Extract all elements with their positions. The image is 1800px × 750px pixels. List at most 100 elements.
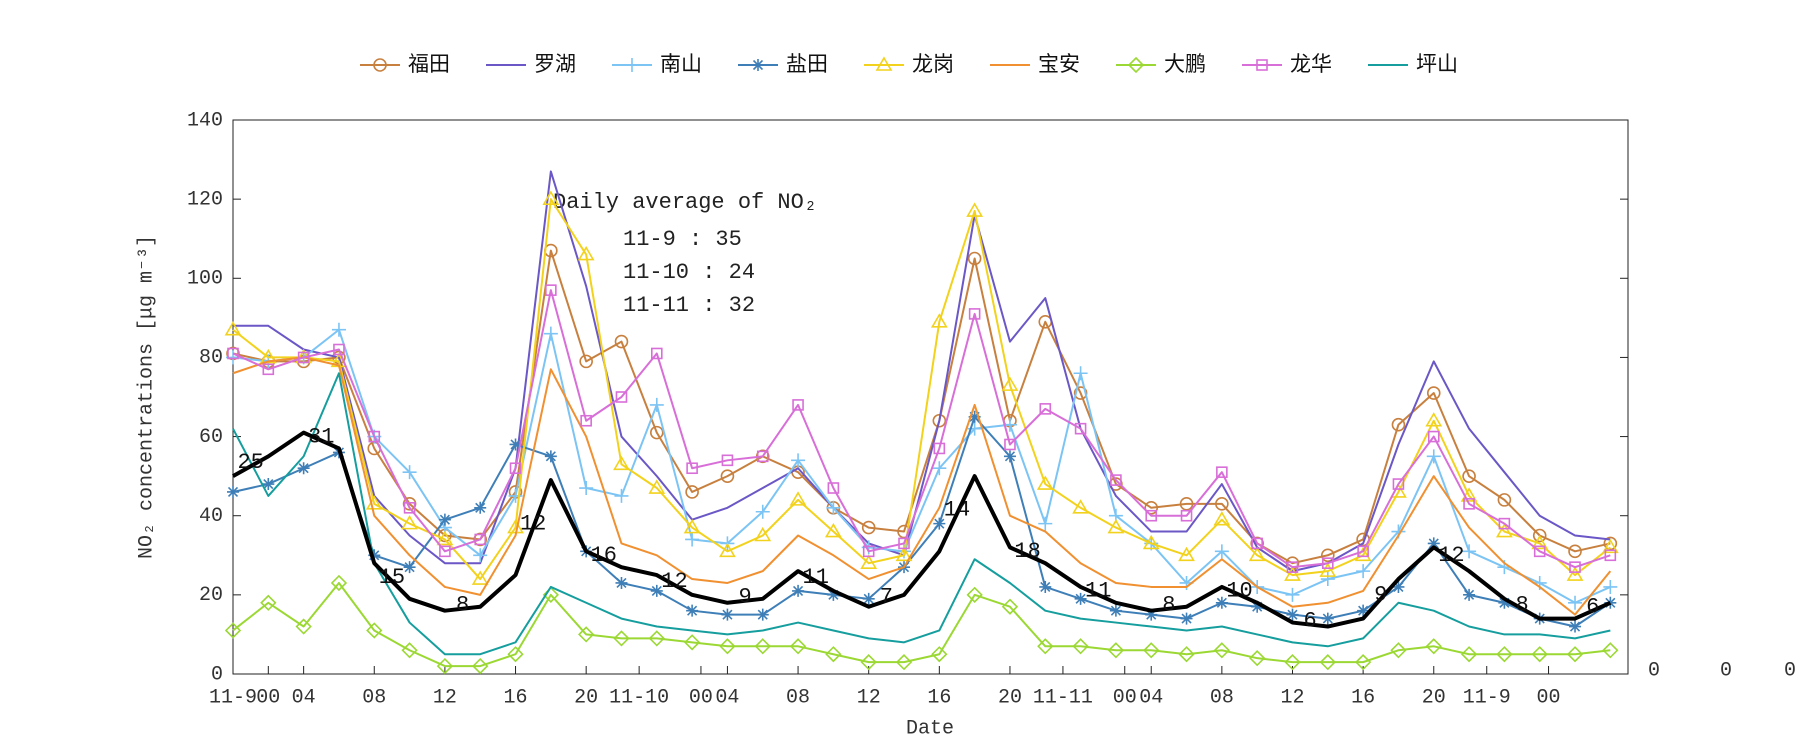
marker [686, 462, 698, 475]
legend-item: 盐田 [738, 52, 828, 76]
legend-item: 宝安 [990, 52, 1080, 76]
marker [1107, 642, 1125, 659]
marker [1460, 487, 1478, 502]
series-line [232, 581, 1611, 668]
x-tick-label: 00 [1537, 686, 1561, 709]
marker [720, 469, 735, 483]
marker [1039, 580, 1052, 593]
x-tick-label: 20 [998, 686, 1022, 709]
marker [577, 245, 595, 261]
average-label: 15 [379, 565, 405, 590]
marker [1569, 561, 1581, 573]
marker [1531, 646, 1548, 663]
series-line [232, 198, 1611, 581]
marker [1319, 562, 1337, 577]
marker [1109, 604, 1122, 617]
marker [1036, 475, 1054, 490]
marker [933, 442, 946, 455]
legend-label: 坪山 [1416, 52, 1458, 76]
marker [1178, 646, 1195, 663]
x-tick-label: 08 [362, 686, 386, 709]
marker [580, 414, 592, 427]
marker [1039, 403, 1052, 415]
marker [1037, 638, 1054, 655]
average-label: 6 [1304, 608, 1317, 633]
marker [1463, 588, 1476, 601]
series-line [232, 289, 1611, 569]
marker [860, 653, 877, 671]
marker [824, 522, 842, 538]
average-label: 9 [1374, 583, 1387, 608]
marker [401, 515, 418, 530]
marker [721, 608, 734, 621]
average-label: 12 [1438, 543, 1464, 568]
annotation: 11-11 : 32 [623, 293, 755, 318]
marker [1601, 538, 1619, 554]
marker [1602, 642, 1619, 659]
marker [754, 526, 772, 542]
legend-item: 南山 [612, 52, 702, 76]
marker [789, 491, 807, 506]
marker [756, 450, 769, 463]
marker [860, 554, 878, 569]
marker [968, 308, 981, 320]
marker [792, 399, 804, 411]
marker [1391, 417, 1406, 432]
average-line [232, 430, 1612, 629]
marker [1357, 604, 1370, 617]
marker [331, 322, 346, 337]
series-line [232, 328, 1611, 604]
marker [898, 537, 910, 550]
x-tick-label: 00 [256, 686, 280, 709]
series-line [232, 249, 1611, 565]
legend-label: 福田 [408, 52, 450, 76]
marker [650, 347, 663, 360]
legend-label: 龙华 [1290, 52, 1332, 76]
marker [1180, 509, 1193, 522]
marker [579, 481, 594, 496]
marker [613, 630, 630, 647]
marker [895, 653, 913, 671]
average-label: 7 [880, 585, 893, 610]
x-tick-label: 12 [433, 686, 457, 709]
y-tick-label: 120 [187, 188, 223, 211]
series-line [233, 170, 1611, 573]
marker [1463, 498, 1475, 510]
legend-label: 南山 [660, 52, 702, 76]
x-tick-label: 04 [292, 686, 316, 709]
marker [295, 618, 312, 635]
marker [1072, 499, 1089, 514]
marker [1073, 366, 1088, 381]
y-axis-label: NO₂ concentrations [μg m⁻³] [135, 235, 158, 559]
marker [1566, 646, 1584, 663]
marker [509, 438, 522, 451]
x-tick-label: 20 [574, 686, 598, 709]
marker [1038, 516, 1053, 531]
marker [650, 584, 663, 597]
marker [933, 517, 946, 530]
y-tick-label: 100 [187, 268, 223, 291]
average-label: 16 [591, 543, 617, 568]
marker [474, 533, 487, 546]
marker [791, 453, 806, 468]
legend-label: 盐田 [786, 52, 828, 76]
overflow-label: 0 [1648, 659, 1660, 682]
x-tick-label: 08 [1210, 686, 1234, 709]
marker [1127, 56, 1145, 74]
marker [932, 461, 947, 476]
marker [968, 410, 981, 423]
average-label: 8 [456, 593, 469, 618]
marker [932, 413, 947, 428]
marker [224, 622, 242, 639]
marker [297, 462, 310, 475]
x-tick-label: 11-11 [1033, 686, 1093, 709]
x-tick-label: 20 [1422, 686, 1446, 709]
marker [1251, 537, 1263, 550]
annotation: 11-10 : 24 [623, 260, 755, 285]
marker [861, 520, 876, 535]
marker [649, 425, 664, 440]
marker [224, 321, 242, 336]
marker [1001, 376, 1019, 391]
marker [1320, 572, 1335, 587]
marker [1110, 474, 1122, 486]
